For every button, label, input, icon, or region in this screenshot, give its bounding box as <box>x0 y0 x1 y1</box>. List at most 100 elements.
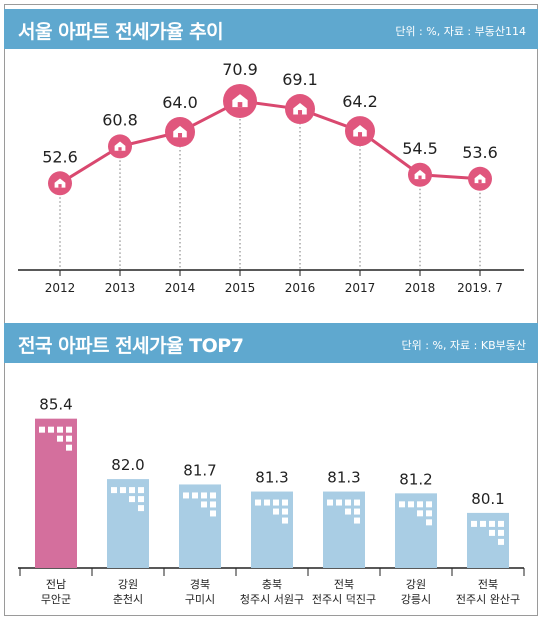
building-window <box>417 510 423 517</box>
data-point <box>48 171 72 196</box>
value-label: 53.6 <box>462 143 498 162</box>
data-point <box>468 166 492 191</box>
category-label-line2: 무안군 <box>41 593 71 606</box>
building-window <box>408 501 414 508</box>
category-label-line2: 전주시 덕진구 <box>312 593 376 606</box>
building-window <box>489 520 495 527</box>
building-window <box>129 487 135 494</box>
data-point <box>108 134 132 159</box>
category-label-line1: 전북 <box>478 578 498 591</box>
building-window <box>66 426 72 433</box>
building-window <box>498 538 504 545</box>
building-window <box>48 426 54 433</box>
building-window <box>498 529 504 536</box>
house-icon <box>232 94 248 108</box>
building-window <box>39 426 45 433</box>
value-label: 64.2 <box>342 92 378 111</box>
x-tick-label: 2018 <box>405 281 436 295</box>
value-label: 52.6 <box>42 147 78 166</box>
building-window <box>210 492 216 499</box>
building-window <box>498 520 504 527</box>
house-icon <box>173 125 187 138</box>
x-tick-label: 2012 <box>45 281 76 295</box>
house-door <box>418 175 422 180</box>
building-window <box>201 492 207 499</box>
building-window <box>192 492 198 499</box>
building-window <box>417 501 423 508</box>
building-window <box>210 510 216 517</box>
x-tick-label: 2017 <box>345 281 376 295</box>
value-label: 60.8 <box>102 110 138 129</box>
category-label-line1: 강원 <box>118 578 138 591</box>
building-window <box>66 444 72 451</box>
bar <box>467 512 509 568</box>
building-window <box>471 520 477 527</box>
house-door <box>297 110 303 115</box>
building-window <box>111 487 117 494</box>
value-label: 69.1 <box>282 70 318 89</box>
top-chart-source: 단위 : %, 자료 : 부동산114 <box>395 25 526 38</box>
building-window <box>489 529 495 536</box>
building-window <box>399 501 405 508</box>
category-label-line1: 전남 <box>46 578 66 591</box>
top-chart-title: 서울 아파트 전세가율 추이 <box>18 21 224 43</box>
bar-rect <box>107 479 149 568</box>
building-window <box>138 487 144 494</box>
bar-rect <box>35 418 77 568</box>
building-window <box>354 508 360 515</box>
bar-value-label: 81.2 <box>399 470 432 488</box>
building-window <box>426 519 432 526</box>
bar <box>179 484 221 568</box>
house-icon <box>54 178 66 188</box>
x-tick-label: 2016 <box>285 281 316 295</box>
building-window <box>201 501 207 508</box>
building-window <box>282 508 288 515</box>
building-window <box>345 508 351 515</box>
house-door <box>357 132 363 137</box>
house-door <box>118 147 122 151</box>
building-window <box>138 505 144 512</box>
house-icon <box>414 169 426 180</box>
data-point <box>408 162 432 187</box>
building-window <box>210 501 216 508</box>
building-window <box>354 499 360 506</box>
house-icon <box>353 125 367 137</box>
house-icon <box>474 173 486 184</box>
building-window <box>66 435 72 442</box>
value-label: 54.5 <box>402 139 438 158</box>
category-label-line1: 경북 <box>190 578 210 591</box>
building-window <box>282 499 288 506</box>
building-window <box>273 508 279 515</box>
value-label: 70.9 <box>222 60 258 79</box>
house-door <box>237 102 243 108</box>
bar <box>107 479 149 568</box>
building-window <box>183 492 189 499</box>
data-point <box>345 116 375 147</box>
data-point <box>223 83 257 118</box>
bar-value-label: 82.0 <box>111 456 144 474</box>
building-window <box>138 496 144 503</box>
bar-value-label: 81.3 <box>327 469 360 487</box>
category-label-line2: 강릉시 <box>401 593 431 606</box>
building-window <box>426 501 432 508</box>
category-label-line2: 전주시 완산구 <box>456 593 520 606</box>
bar <box>251 491 293 568</box>
bar-value-label: 85.4 <box>39 396 72 414</box>
category-label-line1: 충북 <box>262 578 282 591</box>
house-door <box>58 184 62 188</box>
building-window <box>345 499 351 506</box>
category-label-line2: 춘천시 <box>113 592 143 606</box>
top-chart-banner: 서울 아파트 전세가율 추이 단위 : %, 자료 : 부동산114 <box>4 9 538 49</box>
building-window <box>282 517 288 524</box>
bar <box>35 418 77 568</box>
building-window <box>264 499 270 506</box>
building-window <box>480 520 486 527</box>
x-tick-label: 2019. 7 <box>457 281 503 295</box>
bottom-chart-banner: 전국 아파트 전세가율 TOP7 단위 : %, 자료 : KB부동산 <box>4 323 538 363</box>
building-window <box>57 435 63 442</box>
building-window <box>120 487 126 494</box>
data-point <box>165 117 195 147</box>
category-label-line2: 구미시 <box>185 593 215 606</box>
